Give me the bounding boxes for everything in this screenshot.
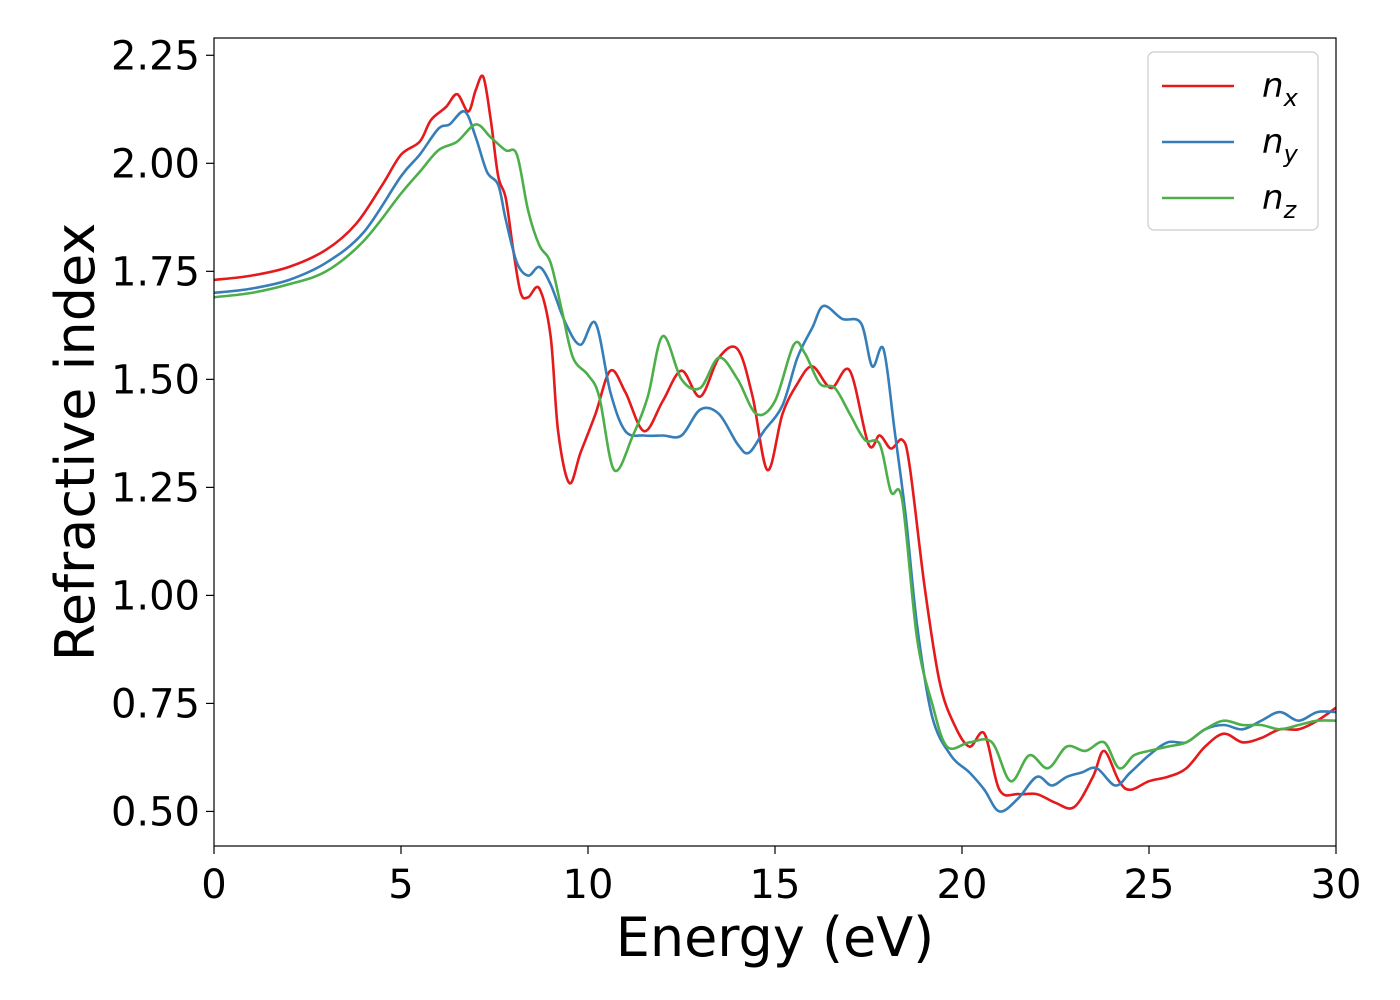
legend-label-n-y: ny (1262, 122, 1299, 168)
legend-label-n-z: nz (1262, 178, 1298, 224)
x-axis-ticks: 0 5 10 15 20 25 30 (201, 846, 1361, 908)
y-tick-label: 1.75 (111, 249, 200, 295)
y-tick-label: 0.50 (111, 789, 200, 835)
x-tick-label: 10 (563, 862, 614, 908)
x-tick-label: 15 (750, 862, 801, 908)
x-tick-label: 30 (1311, 862, 1362, 908)
y-tick-label: 0.75 (111, 681, 200, 727)
y-tick-label: 2.00 (111, 141, 200, 187)
legend-label-subscript: y (1283, 140, 1299, 168)
y-tick-label: 1.50 (111, 357, 200, 403)
x-tick-label: 25 (1124, 862, 1175, 908)
x-axis-title: Energy (eV) (616, 906, 935, 969)
legend-label-base: n (1262, 122, 1284, 162)
legend-label-subscript: z (1283, 196, 1298, 224)
y-axis-ticks: 0.50 0.75 1.00 1.25 1.50 1.75 2.00 2.25 (111, 33, 214, 835)
y-axis-title: Refractive index (44, 223, 107, 662)
legend-label-base: n (1262, 66, 1284, 106)
x-tick-label: 20 (937, 862, 988, 908)
plot-lines (214, 74, 1336, 813)
legend-label-subscript: x (1283, 84, 1299, 112)
series-line-n-y (214, 110, 1336, 813)
series-line-n-z (214, 123, 1336, 783)
x-tick-label: 0 (201, 862, 226, 908)
x-tick-label: 5 (388, 862, 413, 908)
legend-label-n-x: nx (1262, 66, 1299, 112)
legend-label-base: n (1262, 178, 1284, 218)
y-tick-label: 2.25 (111, 33, 200, 79)
y-tick-label: 1.00 (111, 573, 200, 619)
y-tick-label: 1.25 (111, 465, 200, 511)
